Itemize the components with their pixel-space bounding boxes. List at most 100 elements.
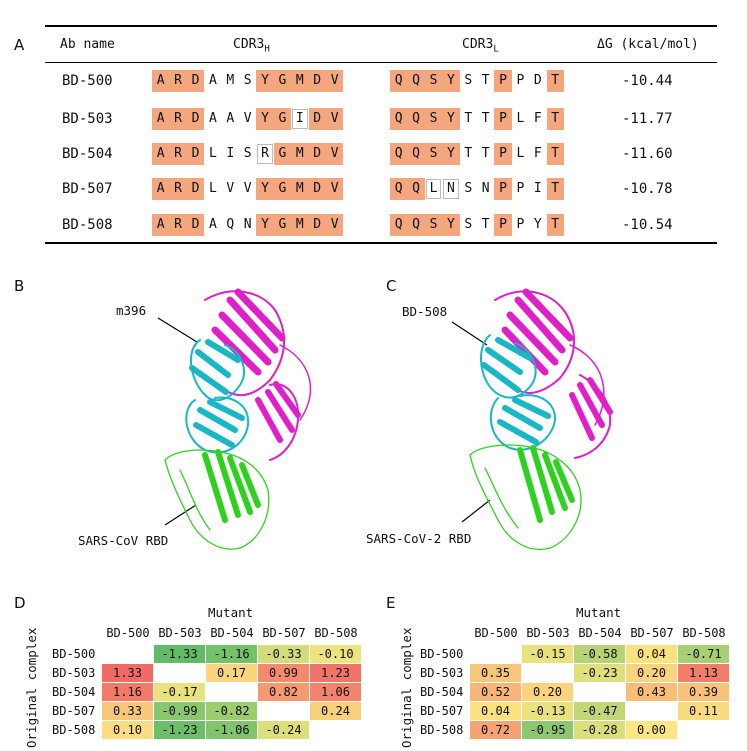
heatmap-cell: 0.17 — [206, 664, 257, 682]
panel-c-label: C — [386, 277, 397, 295]
residue: D — [308, 108, 326, 130]
residue: T — [464, 146, 473, 161]
header-ab-name: Ab name — [60, 37, 115, 52]
heatmap-cell: -1.16 — [206, 645, 257, 663]
residue: V — [325, 143, 344, 165]
heatmap-cell: -0.58 — [574, 645, 625, 663]
residue: G — [273, 108, 292, 130]
residue: Y — [442, 214, 460, 236]
heatmap-cell: -0.95 — [522, 721, 573, 739]
residue: Y — [442, 70, 460, 92]
residue: I — [533, 181, 542, 196]
table-bottom-rule — [45, 242, 717, 244]
heatmap-cell — [310, 721, 361, 739]
heatmap-cell: 0.20 — [522, 683, 573, 701]
residue: L — [424, 178, 443, 200]
heatmap-cell — [574, 683, 625, 701]
row-name: BD-503 — [62, 111, 113, 127]
heatmap-row-label: BD-508 — [420, 723, 464, 737]
residue: T — [481, 73, 490, 88]
residue: D — [186, 108, 205, 130]
residue: T — [546, 70, 564, 92]
heatmap-cell: 0.24 — [310, 702, 361, 720]
delta-g-value: -11.77 — [622, 111, 673, 127]
residue: D — [186, 214, 205, 236]
residue: Q — [407, 108, 425, 130]
residue: P — [516, 73, 525, 88]
heatmap-cell: 1.13 — [678, 664, 729, 682]
residue: P — [494, 143, 512, 165]
residue: D — [308, 70, 326, 92]
residue: D — [308, 178, 326, 200]
heatmap-cell: 0.11 — [678, 702, 729, 720]
delta-g-value: -10.78 — [622, 181, 673, 197]
residue: F — [533, 111, 542, 126]
residue: R — [169, 143, 187, 165]
residue: T — [481, 217, 490, 232]
residue: I — [226, 146, 235, 161]
residue: Q — [390, 178, 408, 200]
residue: V — [325, 70, 344, 92]
residue: Q — [226, 217, 235, 232]
residue: Y — [256, 70, 274, 92]
residue: N — [481, 181, 490, 196]
residue: N — [243, 217, 252, 232]
heatmap-row-label: BD-500 — [52, 647, 96, 661]
residue: G — [273, 178, 292, 200]
residue: S — [464, 73, 473, 88]
residue: Y — [256, 214, 274, 236]
residue: R — [169, 178, 187, 200]
heatmap-cell — [522, 664, 573, 682]
heatmap-cell: 0.33 — [102, 702, 153, 720]
residue: T — [546, 143, 564, 165]
heatmap-cell: -0.13 — [522, 702, 573, 720]
row-name: BD-507 — [62, 181, 113, 197]
residue: D — [186, 143, 205, 165]
residue: D — [533, 73, 542, 88]
residue: V — [243, 111, 252, 126]
header-delta-g: ΔG (kcal/mol) — [597, 37, 699, 52]
row-name: BD-500 — [62, 73, 113, 89]
residue: Q — [390, 70, 408, 92]
heatmap-cell: -0.28 — [574, 721, 625, 739]
delta-g-value: -10.44 — [622, 73, 673, 89]
residue: V — [226, 181, 235, 196]
heatmap-cell: 0.20 — [626, 664, 677, 682]
heatmap-cell — [102, 645, 153, 663]
heatmap-cell: -1.06 — [206, 721, 257, 739]
heatmap-column-label: BD-508 — [314, 626, 358, 640]
residue: D — [186, 178, 205, 200]
panel-e-label: E — [386, 594, 396, 612]
residue: P — [494, 108, 512, 130]
residue: D — [308, 143, 326, 165]
residue: Y — [442, 143, 460, 165]
residue: Q — [407, 70, 425, 92]
row-name: BD-504 — [62, 146, 113, 162]
heatmap-cell: -1.23 — [154, 721, 205, 739]
residue: A — [226, 111, 235, 126]
residue: Y — [533, 217, 542, 232]
structure-c — [469, 288, 613, 550]
residue: T — [546, 108, 564, 130]
sars-cov-rbd-leader-line — [164, 504, 197, 526]
table-top-rule — [45, 25, 717, 27]
residue: L — [516, 111, 525, 126]
heatmap-cell: 0.04 — [470, 702, 521, 720]
residue: P — [516, 181, 525, 196]
heatmap-cell: -0.24 — [258, 721, 309, 739]
heatmap-e-title: Mutant — [576, 605, 622, 620]
residue: Y — [256, 108, 274, 130]
residue: M — [291, 214, 309, 236]
bd-508-leader-line — [451, 321, 488, 346]
residue: D — [308, 214, 326, 236]
m396-label: m396 — [116, 303, 147, 318]
heatmap-cell: -0.99 — [154, 702, 205, 720]
residue: S — [424, 70, 443, 92]
residue: L — [208, 181, 217, 196]
residue: V — [325, 178, 344, 200]
heatmap-cell — [678, 721, 729, 739]
heatmap-cell: -0.47 — [574, 702, 625, 720]
heatmap-cell — [258, 702, 309, 720]
